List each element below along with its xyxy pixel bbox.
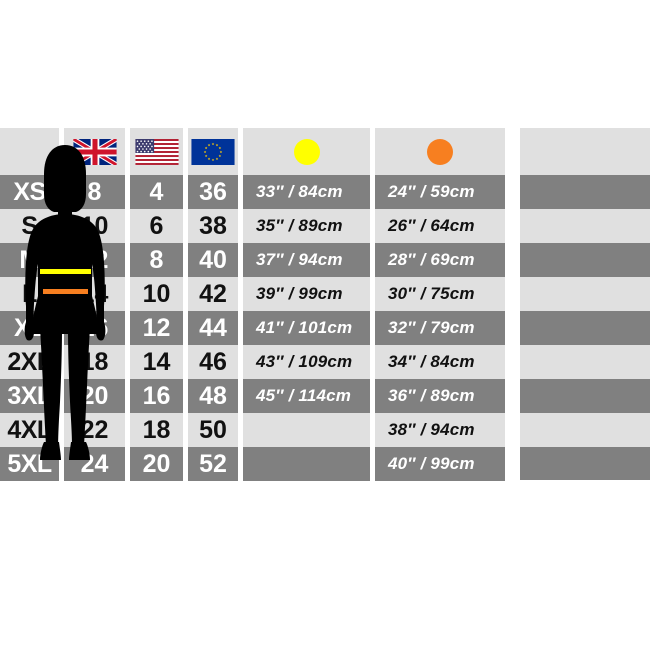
cell-us-5xl: 20 [130, 447, 183, 481]
cell-us-4xl: 18 [130, 413, 183, 447]
orange-dot-icon [427, 138, 453, 165]
figure-stripe [520, 243, 650, 277]
cell-waist-s: 26″ / 64cm [375, 209, 505, 243]
cell-bust-l: 39″ / 99cm [243, 277, 370, 311]
cell-us-m: 8 [130, 243, 183, 277]
cell-waist-5xl: 40″ / 99cm [375, 447, 505, 481]
cell-us-3xl: 16 [130, 379, 183, 413]
female-silhouette [24, 145, 106, 460]
cell-waist-xs: 24″ / 59cm [375, 175, 505, 209]
cell-waist-l: 30″ / 75cm [375, 277, 505, 311]
cell-us-l: 10 [130, 277, 183, 311]
column-header-waist [375, 128, 505, 175]
figure-stripe [520, 311, 650, 345]
column-header-eu [188, 128, 238, 175]
cell-bust-4xl [243, 413, 370, 447]
cell-waist-3xl: 36″ / 89cm [375, 379, 505, 413]
cell-eu-xs: 36 [188, 175, 238, 209]
figure-stripe [520, 379, 650, 413]
cell-eu-5xl: 52 [188, 447, 238, 481]
figure-stripe [520, 345, 650, 379]
cell-bust-3xl: 45″ / 114cm [243, 379, 370, 413]
cell-eu-l: 42 [188, 277, 238, 311]
figure-stripe [520, 413, 650, 447]
figure-panel [520, 128, 650, 480]
figure-stripe [520, 447, 650, 480]
figure-stripe [520, 175, 650, 209]
cell-bust-5xl [243, 447, 370, 481]
cell-eu-4xl: 50 [188, 413, 238, 447]
cell-us-s: 6 [130, 209, 183, 243]
cell-eu-3xl: 48 [188, 379, 238, 413]
cell-us-2xl: 14 [130, 345, 183, 379]
cell-eu-2xl: 46 [188, 345, 238, 379]
yellow-dot-icon [293, 138, 320, 165]
us-flag-icon [135, 139, 179, 165]
column-header-bust [243, 128, 370, 175]
cell-bust-xl: 41″ / 101cm [243, 311, 370, 345]
cell-eu-s: 38 [188, 209, 238, 243]
figure-stripe [520, 209, 650, 243]
cell-us-xs: 4 [130, 175, 183, 209]
cell-waist-m: 28″ / 69cm [375, 243, 505, 277]
waist-measure-line [43, 289, 88, 294]
bust-measure-line [40, 269, 91, 274]
cell-waist-xl: 32″ / 79cm [375, 311, 505, 345]
cell-waist-2xl: 34″ / 84cm [375, 345, 505, 379]
cell-bust-xs: 33″ / 84cm [243, 175, 370, 209]
eu-flag-icon [191, 139, 235, 165]
cell-bust-m: 37″ / 94cm [243, 243, 370, 277]
column-header-us [130, 128, 183, 175]
cell-bust-s: 35″ / 89cm [243, 209, 370, 243]
cell-eu-m: 40 [188, 243, 238, 277]
cell-waist-4xl: 38″ / 94cm [375, 413, 505, 447]
figure-stripe [520, 277, 650, 311]
cell-us-xl: 12 [130, 311, 183, 345]
cell-bust-2xl: 43″ / 109cm [243, 345, 370, 379]
cell-eu-xl: 44 [188, 311, 238, 345]
figure-stripe-header [520, 128, 650, 175]
